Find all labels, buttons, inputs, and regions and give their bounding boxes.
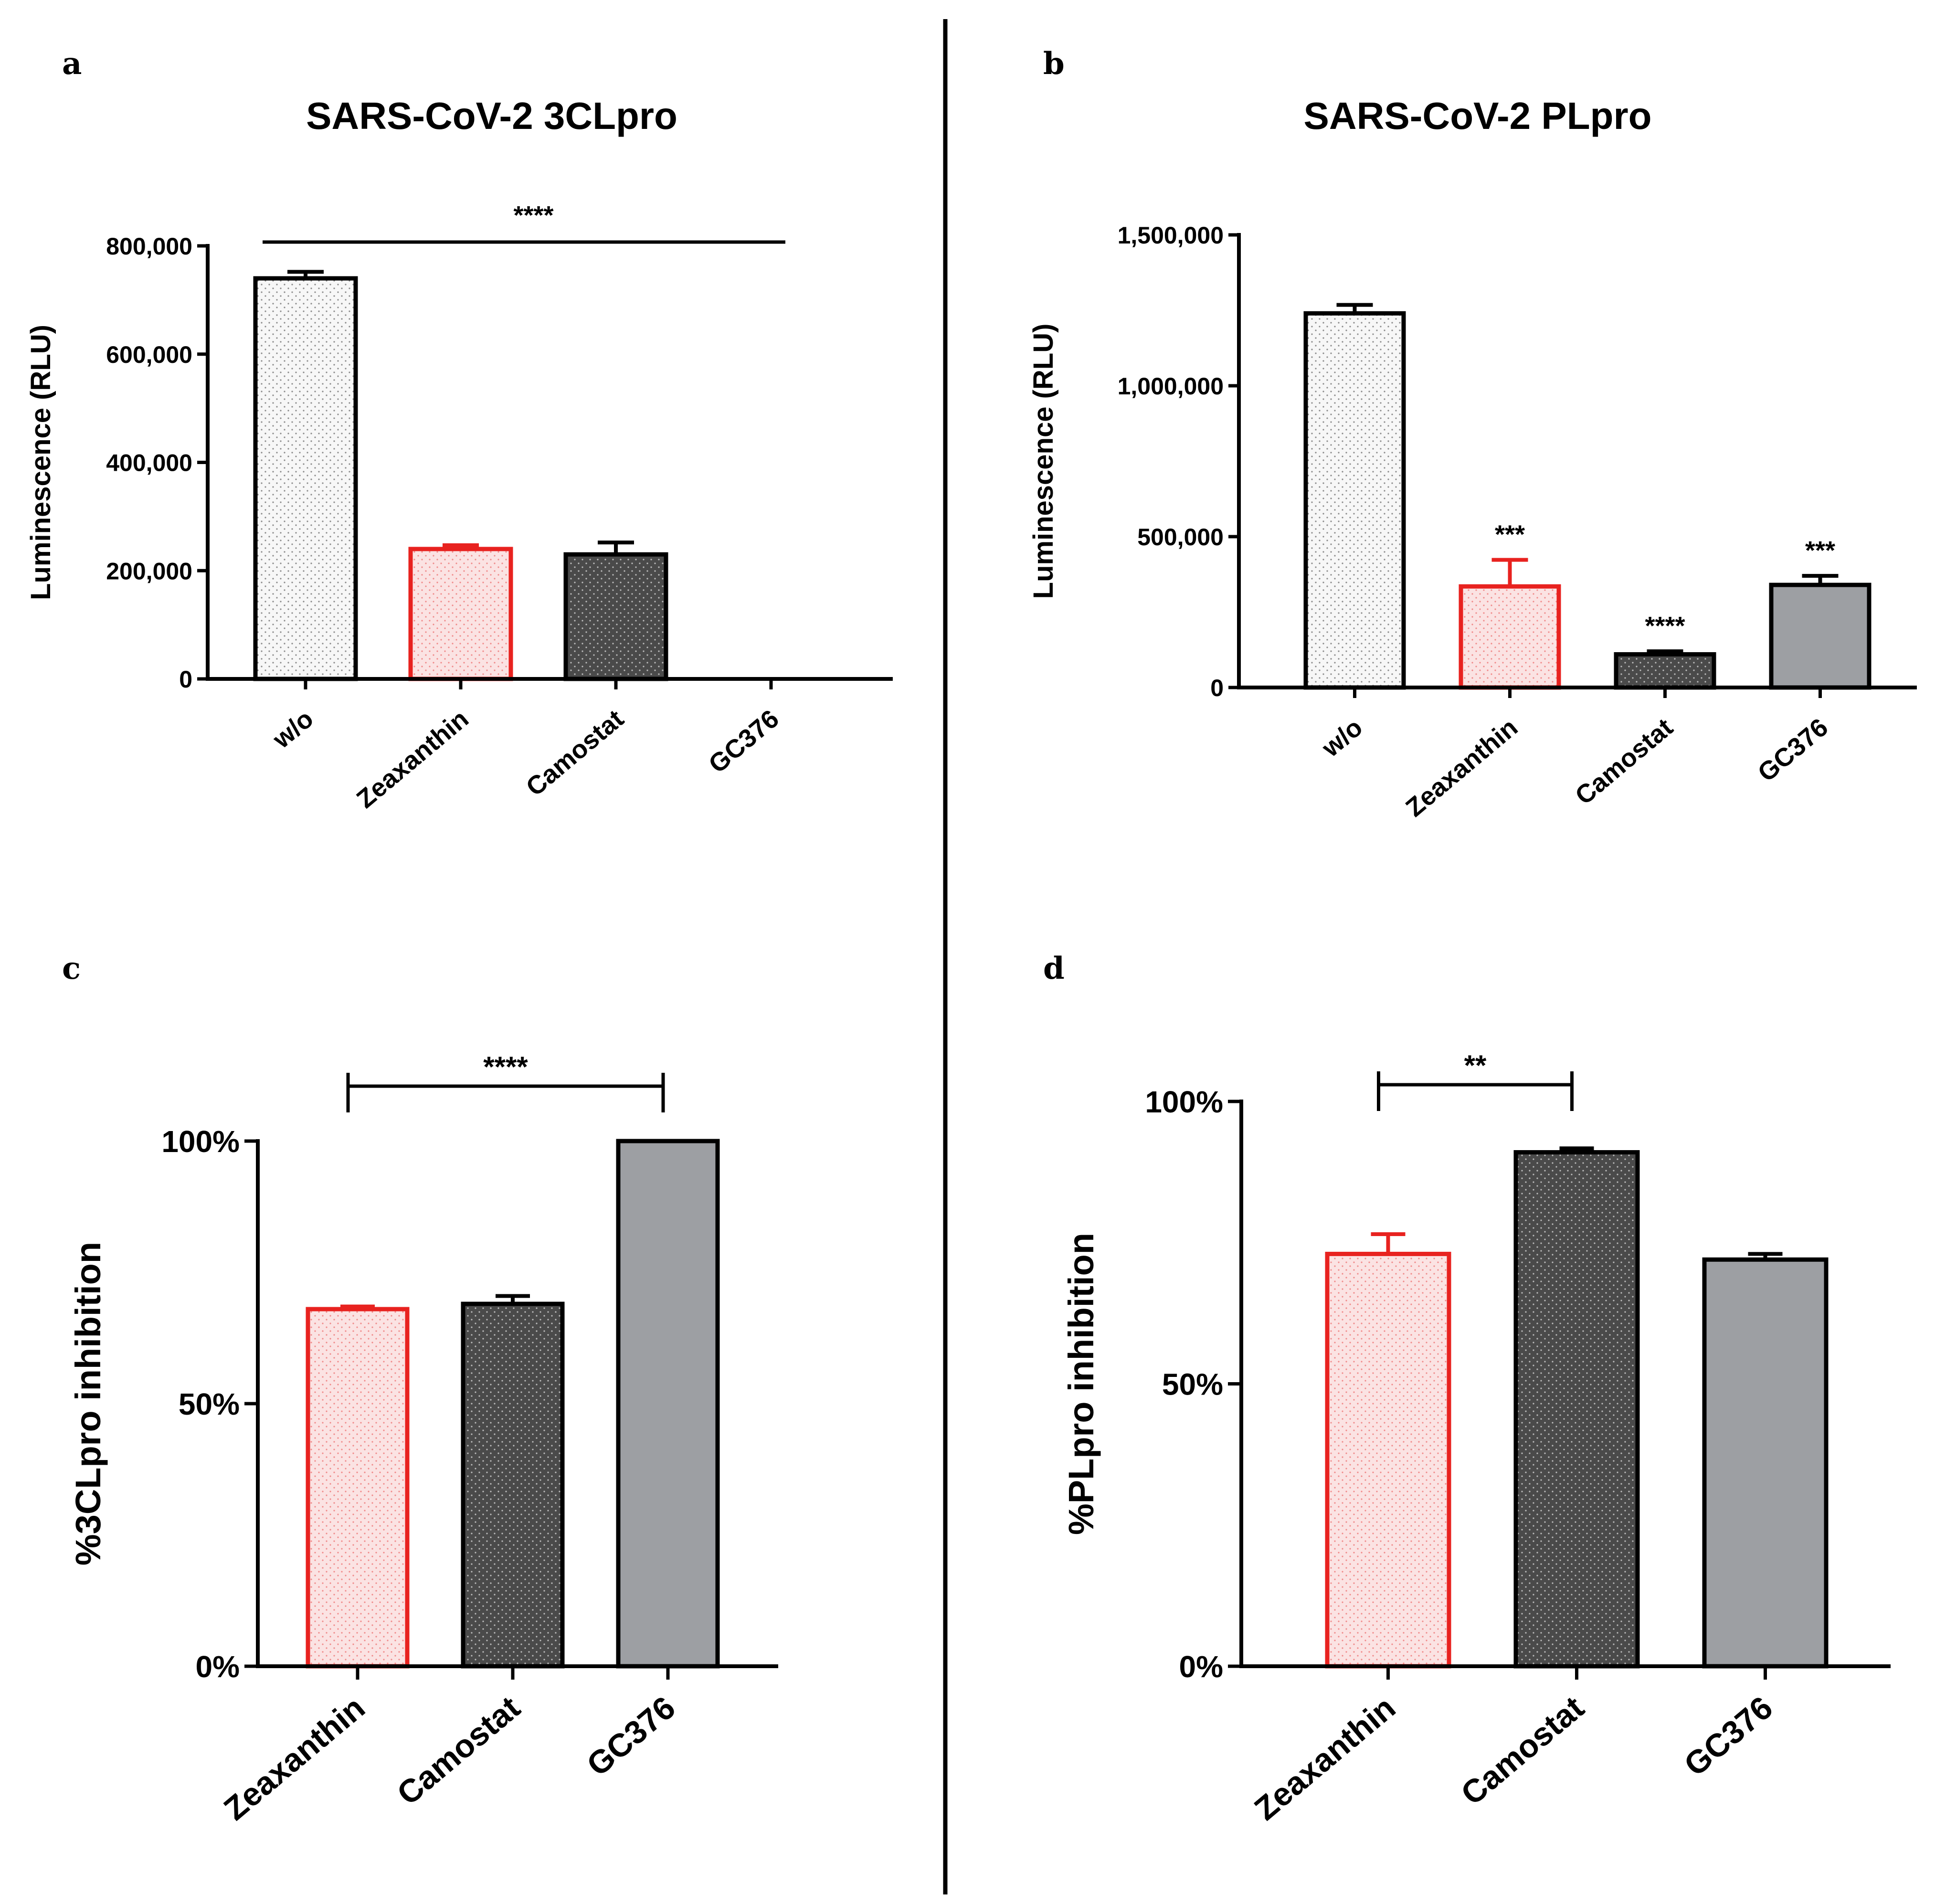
y-tick-label: 200,000 [106, 558, 192, 584]
y-tick-label: 100% [1145, 1085, 1223, 1119]
x-category-label: Zeaxanthin [1248, 1689, 1402, 1827]
bar [306, 1307, 410, 1669]
chart-title: SARS-CoV-2 3CLpro [306, 95, 677, 137]
y-axis-label: %PLpro inhibition [1061, 1233, 1101, 1535]
y-tick-label: 0 [1210, 675, 1224, 701]
chart-a: SARS-CoV-2 3CLpro Luminescence (RLU) 0 200,… [25, 95, 893, 814]
x-category-label: Camostat [1454, 1689, 1591, 1812]
y-tick-label: 0 [179, 666, 192, 693]
y-tick-label: 100% [161, 1124, 240, 1159]
chart-c: %3CLpro inhibition 0% 50% 100% Zeaxanthin Cam… [68, 1051, 778, 1827]
bar [1614, 652, 1716, 690]
y-tick-label: 1,000,000 [1118, 373, 1224, 400]
bar [253, 276, 358, 681]
x-category-label: GC376 [703, 704, 784, 779]
panel-letter-c: c [62, 951, 81, 986]
bar [1303, 311, 1406, 690]
bar [1702, 1257, 1829, 1669]
y-axis-label: %3CLpro inhibition [68, 1242, 108, 1566]
y-tick-label: 500,000 [1137, 524, 1224, 550]
bar [1513, 1150, 1640, 1669]
y-axis-label: Luminescence (RLU) [25, 325, 56, 600]
chart-d: %PLpro inhibition 0% 50% 100% Zeaxanthin Camo… [1061, 1049, 1891, 1827]
bar [616, 1139, 720, 1669]
x-category-label: GC376 [1753, 713, 1834, 787]
bar [461, 1301, 565, 1669]
significance-label: **** [483, 1051, 528, 1083]
panel-letter-a: a [62, 46, 82, 82]
y-tick-label: 50% [1162, 1367, 1223, 1402]
x-category-label: Camostat [390, 1689, 527, 1812]
y-tick-label: 0% [196, 1650, 240, 1684]
y-tick-label: 1,500,000 [1118, 222, 1224, 249]
x-category-label: GC376 [1677, 1689, 1779, 1783]
panel-letter-d: d [1043, 951, 1065, 986]
significance-label: ** [1464, 1049, 1487, 1081]
x-category-label: w/o [1316, 713, 1368, 762]
significance-label: *** [1495, 520, 1525, 549]
bar [408, 547, 513, 681]
y-tick-label: 600,000 [106, 341, 192, 368]
x-category-label: Camostat [521, 704, 629, 802]
panel-letter-b: b [1043, 46, 1065, 82]
x-category-label: Zeaxanthin [1400, 713, 1523, 822]
y-axis-label: Luminescence (RLU) [1028, 324, 1059, 599]
bar [1459, 584, 1561, 690]
significance-label: **** [1645, 612, 1685, 640]
x-category-label: Zeaxanthin [351, 704, 474, 814]
x-category-label: GC376 [580, 1689, 682, 1783]
x-category-label: Zeaxanthin [217, 1689, 372, 1827]
chart-title: SARS-CoV-2 PLpro [1304, 95, 1652, 137]
y-tick-label: 0% [1179, 1650, 1224, 1684]
significance-label: **** [513, 201, 553, 230]
bar [1769, 582, 1872, 690]
bar [1325, 1251, 1451, 1669]
chart-b: SARS-CoV-2 PLpro Luminescence (RLU) 0 500,0… [1028, 95, 1917, 822]
y-tick-label: 50% [179, 1387, 240, 1421]
y-tick-label: 800,000 [106, 233, 192, 260]
significance-label: *** [1805, 536, 1835, 565]
y-tick-label: 400,000 [106, 450, 192, 476]
bar [563, 552, 668, 681]
x-category-label: w/o [267, 704, 318, 754]
x-category-label: Camostat [1570, 713, 1678, 810]
